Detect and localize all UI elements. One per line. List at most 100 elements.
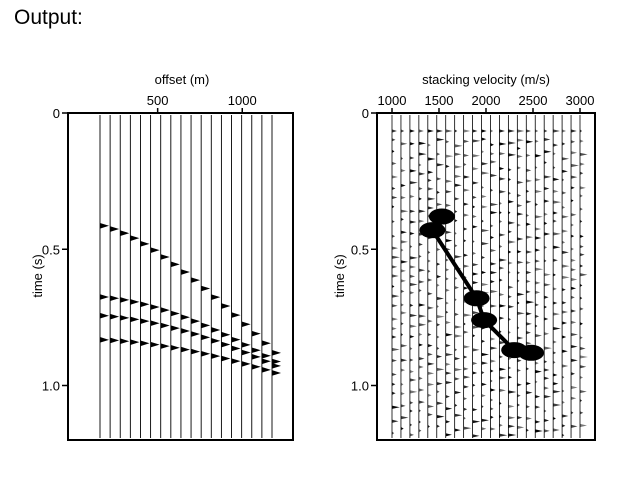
velocity-wiggle xyxy=(490,407,494,411)
velocity-wiggle xyxy=(535,303,539,307)
velocity-wiggle xyxy=(544,283,551,287)
velocity-wiggle xyxy=(445,179,453,183)
velocity-wiggle xyxy=(418,197,422,201)
velocity-wiggle xyxy=(517,425,525,429)
velocity-wiggle xyxy=(418,242,423,247)
velocity-wiggle xyxy=(544,129,548,133)
velocity-wiggle xyxy=(544,212,548,216)
velocity-wiggle xyxy=(472,348,480,352)
velocity-wiggle xyxy=(517,129,525,133)
velocity-wiggle xyxy=(508,424,515,428)
velocity-wiggle xyxy=(571,309,577,313)
velocity-wiggle xyxy=(499,166,505,171)
reflection-wavelet xyxy=(231,336,241,343)
velocity-wiggle xyxy=(562,178,565,182)
velocity-wiggle xyxy=(392,391,396,395)
reflection-wavelet xyxy=(261,353,271,359)
velocity-wiggle xyxy=(454,244,458,248)
velocity-wiggle xyxy=(499,201,502,205)
velocity-wiggle xyxy=(418,172,426,176)
velocity-wiggle xyxy=(508,366,512,370)
velocity-wiggle xyxy=(526,260,531,265)
velocity-wiggle xyxy=(418,280,425,284)
velocity-wiggle xyxy=(526,140,534,144)
velocity-wiggle xyxy=(472,272,479,276)
reflection-wavelet xyxy=(170,325,180,331)
velocity-wiggle xyxy=(418,429,422,433)
reflection-wavelet xyxy=(251,330,261,337)
velocity-wiggle xyxy=(436,262,441,266)
velocity-wiggle xyxy=(463,139,470,144)
velocity-wiggle xyxy=(427,413,433,417)
reflection-wavelet xyxy=(211,294,221,300)
velocity-wiggle xyxy=(472,239,475,244)
velocity-wiggle xyxy=(571,223,574,227)
velocity-wiggle xyxy=(499,142,507,146)
reflection-wavelet xyxy=(120,297,130,303)
velocity-wiggle xyxy=(418,288,422,293)
velocity-wiggle xyxy=(544,346,552,350)
velocity-wiggle xyxy=(580,234,584,238)
velocity-wiggle xyxy=(535,215,543,219)
velocity-wiggle xyxy=(409,335,415,339)
velocity-wiggle xyxy=(535,281,541,285)
velocity-wiggle xyxy=(472,310,479,315)
reflection-wavelet xyxy=(130,299,140,305)
velocity-wiggle xyxy=(427,319,433,323)
velocity-wiggle xyxy=(481,255,486,260)
velocity-wiggle xyxy=(392,347,400,352)
velocity-wiggle xyxy=(553,166,556,170)
velocity-wiggle xyxy=(472,195,477,199)
velocity-wiggle xyxy=(544,409,547,413)
reflection-wavelet xyxy=(170,261,180,268)
velocity-wiggle xyxy=(571,163,579,168)
velocity-wiggle xyxy=(571,175,578,179)
velocity-wiggle xyxy=(526,381,531,386)
velocity-wiggle xyxy=(580,411,584,415)
reflection-wavelet xyxy=(170,310,180,317)
velocity-wiggle xyxy=(481,427,487,431)
velocity-wiggle xyxy=(472,154,481,158)
velocity-wiggle xyxy=(418,332,423,337)
velocity-wiggle xyxy=(526,200,532,204)
velocity-wiggle xyxy=(553,326,561,331)
velocity-wiggle xyxy=(517,180,524,185)
velocity-wiggle xyxy=(544,395,552,399)
velocity-wiggle xyxy=(571,258,576,262)
velocity-wiggle xyxy=(490,202,499,207)
velocity-wiggle xyxy=(544,376,550,380)
velocity-wiggle xyxy=(571,344,578,349)
velocity-wiggle xyxy=(553,200,562,204)
velocity-wiggle xyxy=(526,129,531,133)
velocity-y-tick-label: 0 xyxy=(362,106,369,121)
velocity-wiggle xyxy=(445,333,453,337)
velocity-wiggle xyxy=(535,405,541,409)
velocity-wiggle xyxy=(481,205,488,209)
velocity-wiggle xyxy=(553,273,556,277)
velocity-wiggle xyxy=(436,346,440,350)
velocity-wiggle xyxy=(571,199,574,203)
velocity-wiggle xyxy=(517,403,521,407)
velocity-wiggle xyxy=(436,415,445,419)
velocity-wiggle xyxy=(472,225,478,229)
velocity-wiggle xyxy=(580,336,583,340)
velocity-wiggle xyxy=(400,289,405,293)
velocity-wiggle xyxy=(490,280,495,284)
velocity-wiggle xyxy=(517,368,521,373)
velocity-wiggle xyxy=(454,183,462,187)
velocity-wiggle xyxy=(445,407,453,411)
velocity-wiggle xyxy=(508,177,512,182)
velocity-wiggle xyxy=(392,405,400,409)
velocity-wiggle xyxy=(463,397,468,401)
velocity-wiggle xyxy=(490,235,495,240)
velocity-wiggle xyxy=(499,244,503,249)
velocity-wiggle xyxy=(445,164,450,168)
velocity-wiggle xyxy=(508,330,511,335)
velocity-wiggle xyxy=(517,301,520,305)
velocity-wiggle xyxy=(562,288,566,292)
velocity-x-axis-label: stacking velocity (m/s) xyxy=(422,72,550,87)
velocity-wiggle xyxy=(526,405,530,409)
reflection-wavelet xyxy=(110,337,120,344)
velocity-wiggle xyxy=(392,372,397,377)
velocity-wiggle xyxy=(526,279,531,284)
